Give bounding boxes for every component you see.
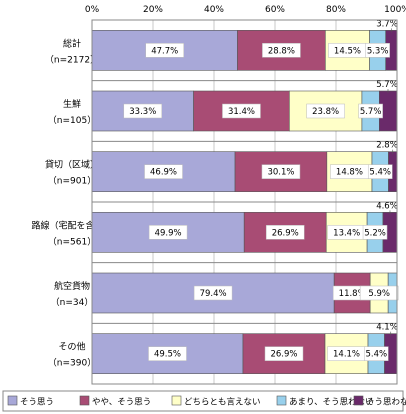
legend-label: どちらとも言えない — [184, 397, 261, 408]
value-label-box — [367, 164, 393, 179]
x-tick-label: 80% — [326, 5, 346, 15]
value-label-box — [362, 225, 388, 240]
value-label: 23.8% — [312, 107, 339, 117]
legend-swatch — [353, 395, 364, 406]
value-label: 14.8% — [336, 168, 363, 178]
value-label: 49.5% — [154, 350, 181, 360]
value-label: 5.7% — [360, 107, 382, 117]
value-label: 47.7% — [151, 46, 178, 56]
x-tick-label: 20% — [143, 5, 163, 15]
value-label: 14.1% — [333, 350, 360, 360]
value-label-box — [358, 103, 383, 119]
value-label-box — [144, 164, 183, 179]
value-label-box — [306, 103, 345, 119]
x-tick-label: 100% — [384, 5, 406, 15]
value-label: 79.4% — [200, 289, 227, 299]
category-label: 貸切（区域） — [45, 159, 99, 171]
value-label: 5.9% — [368, 289, 390, 299]
legend-swatch — [276, 395, 287, 406]
x-tick-label: 60% — [265, 5, 285, 15]
value-label-box — [262, 43, 301, 58]
legend-label: そう思う — [20, 398, 54, 408]
category-n-label: （n=2172） — [45, 54, 99, 65]
category-n-label: （n=105） — [48, 115, 96, 126]
value-label: 31.4% — [228, 107, 255, 117]
value-label: 5.4% — [365, 350, 387, 360]
legend-label: あまり、そう思わない — [289, 398, 374, 408]
legend-swatch — [171, 395, 182, 406]
category-label: 航空貨物 — [54, 280, 90, 292]
value-label: 4.1% — [376, 323, 398, 333]
value-label: 3.7% — [376, 19, 398, 29]
value-label: 28.8% — [268, 46, 295, 56]
legend-box — [2, 390, 404, 412]
legend-label: やや、そう思う — [92, 398, 151, 408]
value-label: 2.8% — [376, 141, 398, 151]
value-label: 11.8% — [339, 289, 366, 299]
value-label-box — [264, 346, 304, 361]
value-label-box — [145, 43, 184, 58]
category-n-label: （n=561） — [48, 236, 96, 247]
legend-swatch — [7, 395, 18, 406]
value-label: 14.5% — [334, 46, 361, 56]
value-label: 49.9% — [155, 228, 182, 238]
value-label-box — [193, 285, 233, 301]
value-label-box — [365, 43, 390, 58]
value-label: 26.9% — [272, 228, 299, 238]
value-label: 46.9% — [150, 168, 177, 178]
value-label: 5.3% — [367, 46, 389, 56]
value-label: 5.7% — [376, 80, 398, 90]
legend-swatch — [79, 395, 90, 406]
value-label-box — [148, 225, 188, 240]
x-tick-label: 0% — [85, 5, 100, 15]
category-label: その他 — [58, 341, 85, 353]
x-tick-label: 40% — [204, 5, 224, 15]
value-label-box — [265, 225, 305, 240]
plot-frame — [91, 19, 398, 385]
value-label: 26.9% — [270, 350, 297, 360]
value-label-box — [123, 103, 163, 119]
category-n-label: （n=34） — [51, 297, 94, 308]
value-label-box — [261, 164, 301, 179]
value-label: 5.4% — [369, 168, 391, 178]
category-n-label: （n=901） — [48, 176, 96, 187]
legend-label: そう思わない — [366, 398, 406, 408]
value-label: 13.4% — [333, 228, 360, 238]
value-label: 4.6% — [376, 201, 398, 211]
value-label-box — [364, 346, 389, 361]
value-label: 33.3% — [129, 107, 156, 117]
value-label-box — [222, 103, 261, 119]
category-label: 総計 — [63, 37, 81, 49]
value-label-box — [359, 285, 399, 301]
category-n-label: （n=390） — [48, 358, 96, 369]
value-label: 5.2% — [364, 228, 386, 238]
value-label-box — [148, 346, 187, 361]
value-label: 30.1% — [267, 168, 294, 178]
category-label: 生鮮 — [63, 98, 81, 110]
